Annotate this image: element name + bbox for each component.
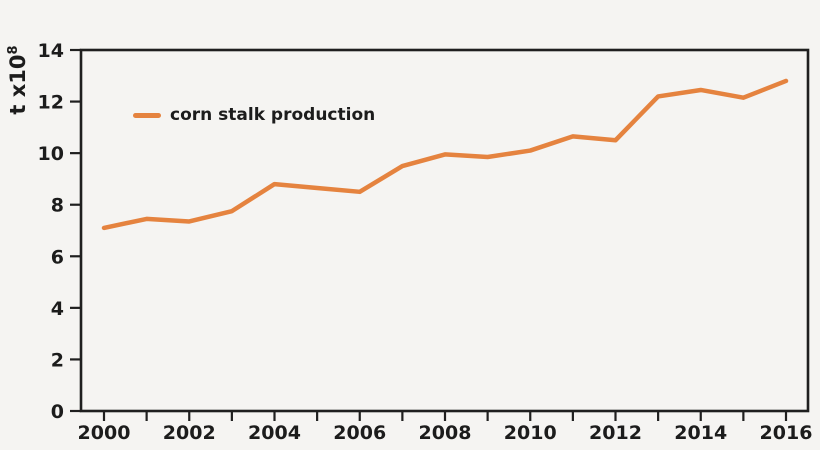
y-axis-tick-labels: 0 2 4 6 8 10 12 14 [38, 40, 64, 423]
x-tick-label: 2000 [78, 422, 131, 444]
y-tick-label: 8 [51, 195, 64, 217]
x-tick-label: 2006 [333, 422, 386, 444]
x-tick-label: 2016 [760, 422, 813, 444]
y-tick-label: 2 [51, 349, 64, 371]
y-tick-label: 0 [51, 401, 64, 423]
y-tick-label: 6 [51, 246, 64, 268]
x-tick-label: 2010 [504, 422, 557, 444]
x-tick-label: 2012 [589, 422, 642, 444]
y-tick-label: 12 [38, 92, 64, 114]
legend-line-swatch [133, 112, 161, 118]
legend: corn stalk production [133, 105, 375, 125]
x-axis-tick-labels: 2000 2002 2004 2006 2008 2010 2012 2014 2016 [78, 422, 813, 444]
x-tick-label: 2014 [674, 422, 727, 444]
x-tick-label: 2002 [163, 422, 216, 444]
corn-stalk-production-line [101, 78, 789, 231]
y-axis-title: t x108 [6, 45, 30, 114]
y-tick-label: 4 [51, 298, 64, 320]
y-tick-label: 14 [38, 40, 64, 62]
y-tick-label: 10 [38, 143, 64, 165]
legend-label: corn stalk production [170, 105, 376, 125]
y-axis-title-text: t x10 [6, 54, 30, 115]
x-tick-label: 2004 [248, 422, 301, 444]
y-axis-title-exponent: 8 [6, 45, 21, 55]
y-axis-ticks [70, 48, 81, 413]
x-axis-ticks [102, 411, 788, 421]
x-tick-label: 2008 [419, 422, 472, 444]
